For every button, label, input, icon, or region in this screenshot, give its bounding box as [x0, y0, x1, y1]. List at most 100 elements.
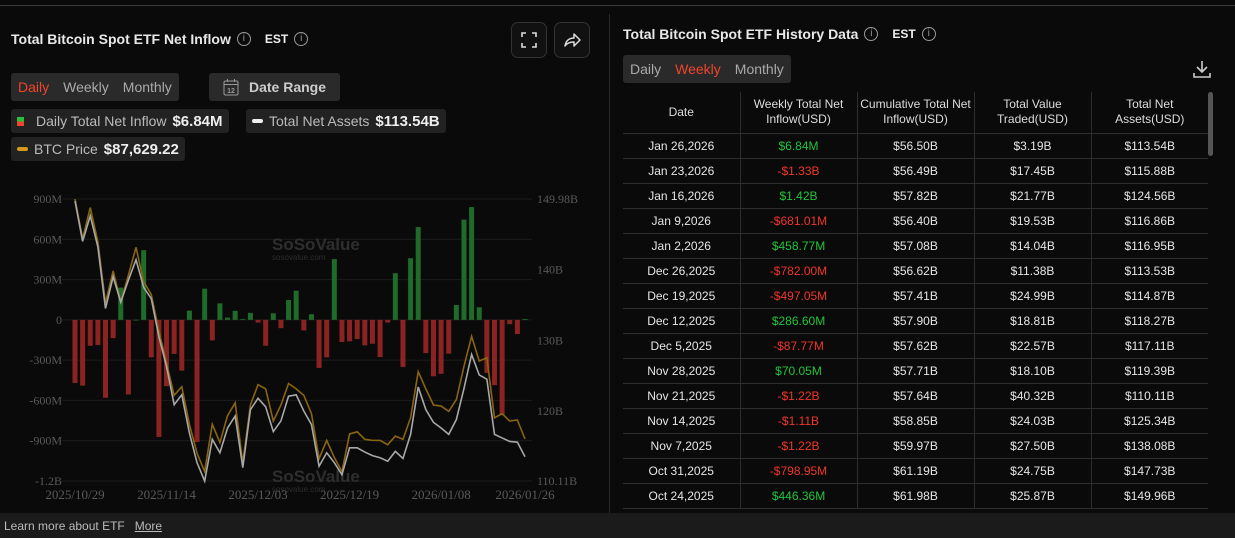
- inflow-bar[interactable]: [263, 319, 269, 346]
- inflow-bar[interactable]: [186, 310, 192, 320]
- legend-inflow[interactable]: Daily Total Net Inflow $6.84M: [11, 109, 229, 133]
- table-row[interactable]: Dec 5,2025 -$87.77M $57.62B $22.57B $117.11B: [623, 332, 1208, 359]
- inflow-bar[interactable]: [491, 319, 497, 386]
- inflow-bar[interactable]: [446, 319, 452, 354]
- inflow-bar[interactable]: [339, 319, 345, 343]
- table-row[interactable]: Nov 14,2025 -$1.11B $58.85B $24.03B $125.34B: [623, 407, 1208, 434]
- tab-monthly[interactable]: Monthly: [734, 61, 784, 77]
- table-row[interactable]: Nov 7,2025 -$1.22B $59.97B $27.50B $138.08B: [623, 432, 1208, 459]
- inflow-bar[interactable]: [514, 319, 520, 335]
- net-assets-line[interactable]: [74, 200, 526, 484]
- inflow-bar[interactable]: [293, 290, 299, 320]
- x-tick: 2026/01/26: [495, 487, 555, 502]
- inflow-bar[interactable]: [347, 319, 353, 342]
- inflow-bar[interactable]: [362, 319, 368, 346]
- table-row[interactable]: Jan 26,2026 $6.84M $56.50B $3.19B $113.54B: [623, 132, 1208, 159]
- share-button[interactable]: [554, 22, 590, 58]
- inflow-bar[interactable]: [194, 319, 200, 442]
- timezone-info-icon[interactable]: i: [921, 27, 936, 41]
- inflow-bar[interactable]: [225, 317, 231, 320]
- inflow-bar[interactable]: [80, 319, 86, 386]
- inflow-bar[interactable]: [247, 312, 253, 320]
- inflow-bar[interactable]: [103, 319, 109, 398]
- inflow-bar[interactable]: [476, 307, 482, 320]
- tab-weekly[interactable]: Weekly: [63, 79, 109, 95]
- y-right-tick: 149.98B: [537, 192, 578, 206]
- table-scrollbar[interactable]: [1208, 92, 1213, 156]
- date-range-button[interactable]: 12 Date Range: [209, 73, 341, 101]
- table-row[interactable]: Oct 31,2025 -$798.95M $61.19B $24.75B $147.7…: [623, 457, 1208, 484]
- footer-bar: Learn more about ETF More: [0, 513, 1235, 538]
- inflow-bar[interactable]: [110, 319, 116, 339]
- tab-daily[interactable]: Daily: [18, 79, 50, 95]
- inflow-bar[interactable]: [148, 319, 154, 358]
- table-row[interactable]: Dec 19,2025 -$497.05M $57.41B $24.99B $114.8…: [623, 282, 1208, 309]
- inflow-bar[interactable]: [301, 319, 307, 331]
- inflow-bar[interactable]: [209, 319, 215, 341]
- table-row[interactable]: Jan 2,2026 $458.77M $57.08B $14.04B $116.95B: [623, 232, 1208, 259]
- info-icon[interactable]: i: [236, 32, 251, 46]
- inflow-bar[interactable]: [423, 319, 429, 354]
- inflow-bar[interactable]: [87, 319, 93, 346]
- legend-btc[interactable]: BTC Price $87,629.22: [11, 137, 185, 161]
- inflow-bar[interactable]: [453, 304, 459, 320]
- inflow-bar[interactable]: [308, 314, 314, 320]
- inflow-bar[interactable]: [278, 319, 284, 329]
- legend-assets[interactable]: Total Net Assets $113.54B: [246, 109, 446, 133]
- download-icon[interactable]: [1192, 59, 1212, 79]
- inflow-bar[interactable]: [217, 303, 223, 320]
- inflow-bar[interactable]: [392, 273, 398, 320]
- inflow-bar[interactable]: [171, 319, 177, 354]
- inflow-bar[interactable]: [179, 319, 185, 371]
- fullscreen-button[interactable]: [511, 22, 547, 58]
- inflow-bar[interactable]: [72, 319, 78, 383]
- table-row[interactable]: Oct 24,2025 $446.36M $61.98B $25.87B $149.96…: [623, 482, 1208, 509]
- inflow-bar[interactable]: [507, 319, 513, 325]
- inflow-bar[interactable]: [255, 319, 261, 323]
- table-row[interactable]: Jan 9,2026 -$681.01M $56.40B $19.53B $116.86…: [623, 207, 1208, 234]
- table-row[interactable]: Dec 12,2025 $286.60M $57.90B $18.81B $118.27…: [623, 307, 1208, 334]
- inflow-bar[interactable]: [522, 318, 528, 320]
- inflow-bar[interactable]: [408, 258, 414, 320]
- inflow-bar[interactable]: [484, 319, 490, 373]
- tab-monthly[interactable]: Monthly: [122, 79, 172, 95]
- inflow-bar[interactable]: [125, 319, 131, 395]
- btc-price-line[interactable]: [74, 198, 526, 475]
- inflow-bar[interactable]: [316, 319, 322, 368]
- inflow-bar[interactable]: [156, 319, 162, 437]
- inflow-bar[interactable]: [499, 319, 505, 416]
- inflow-bar[interactable]: [133, 319, 139, 321]
- net-inflow-chart[interactable]: SoSoValue sosovalue.com SoSoValue sosova…: [0, 180, 606, 510]
- inflow-bar[interactable]: [286, 299, 292, 320]
- inflow-bar[interactable]: [232, 310, 238, 320]
- more-link[interactable]: More: [134, 518, 163, 533]
- inflow-bar[interactable]: [240, 319, 246, 320]
- inflow-bar[interactable]: [385, 319, 391, 323]
- info-icon[interactable]: i: [864, 27, 879, 41]
- inflow-bar[interactable]: [164, 319, 170, 387]
- inflow-bar[interactable]: [430, 319, 436, 377]
- inflow-bar[interactable]: [377, 319, 383, 358]
- table-row[interactable]: Nov 28,2025 $70.05M $57.71B $18.10B $119.39B: [623, 357, 1208, 384]
- inflow-bar[interactable]: [415, 227, 421, 320]
- inflow-bar[interactable]: [461, 219, 467, 320]
- table-row[interactable]: Jan 16,2026 $1.42B $57.82B $21.77B $124.56B: [623, 182, 1208, 209]
- inflow-bar[interactable]: [469, 207, 475, 320]
- table-row[interactable]: Nov 21,2025 -$1.22B $57.64B $40.32B $110.11B: [623, 382, 1208, 409]
- svg-text:sosovalue.com: sosovalue.com: [272, 253, 326, 262]
- inflow-bar[interactable]: [400, 319, 406, 367]
- inflow-bar[interactable]: [354, 319, 360, 340]
- table-row[interactable]: Jan 23,2026 -$1.33B $56.49B $17.45B $115.88B: [623, 157, 1208, 184]
- inflow-bar[interactable]: [202, 288, 208, 320]
- table-cell: $18.10B: [973, 357, 1092, 384]
- inflow-bar[interactable]: [324, 319, 330, 358]
- inflow-bar[interactable]: [438, 319, 444, 374]
- inflow-bar[interactable]: [95, 319, 101, 345]
- tab-daily[interactable]: Daily: [630, 61, 662, 77]
- inflow-bar[interactable]: [369, 319, 375, 344]
- timezone-info-icon[interactable]: i: [294, 32, 309, 46]
- inflow-bar[interactable]: [331, 259, 337, 320]
- inflow-bar[interactable]: [270, 313, 276, 320]
- table-row[interactable]: Dec 26,2025 -$782.00M $56.62B $11.38B $113.5…: [623, 257, 1208, 284]
- tab-weekly[interactable]: Weekly: [675, 61, 721, 77]
